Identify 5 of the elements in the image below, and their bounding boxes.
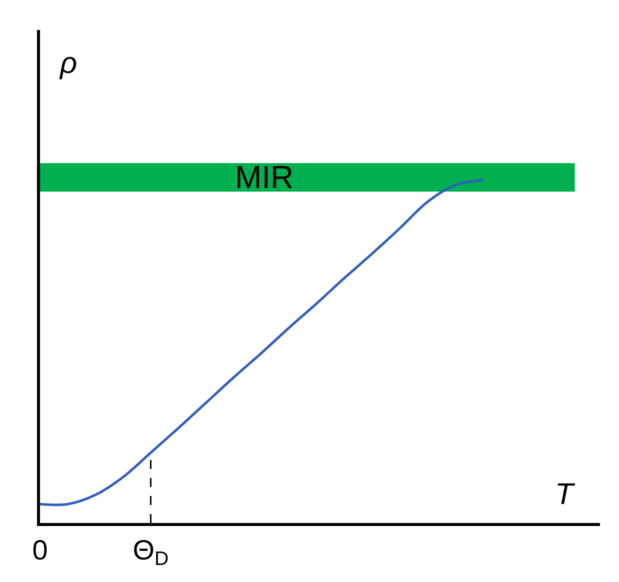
x-tick-label: 0 (32, 534, 48, 566)
x-axis-title: T (555, 478, 576, 511)
band-label: MIR (235, 159, 294, 195)
y-axis-title: ρ (59, 47, 78, 80)
x-tick-label: Θ$_{D}$ (132, 534, 169, 570)
